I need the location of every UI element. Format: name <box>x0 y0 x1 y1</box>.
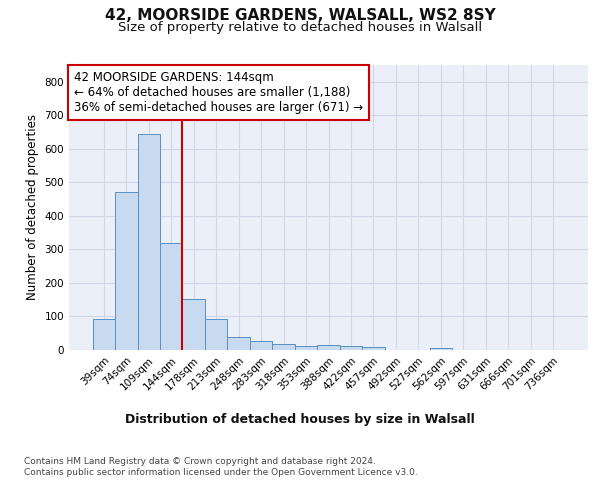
Bar <box>137 134 160 350</box>
Bar <box>272 344 295 350</box>
Bar <box>160 244 182 350</box>
Text: Size of property relative to detached houses in Walsall: Size of property relative to detached ho… <box>118 21 482 34</box>
Bar <box>92 319 115 350</box>
Text: Contains HM Land Registry data © Crown copyright and database right 2024.
Contai: Contains HM Land Registry data © Crown c… <box>24 458 418 477</box>
Bar <box>362 347 385 350</box>
Text: Distribution of detached houses by size in Walsall: Distribution of detached houses by size … <box>125 412 475 426</box>
Bar <box>250 340 272 350</box>
Bar <box>430 348 452 350</box>
Bar <box>340 346 362 350</box>
Text: 42 MOORSIDE GARDENS: 144sqm
← 64% of detached houses are smaller (1,188)
36% of : 42 MOORSIDE GARDENS: 144sqm ← 64% of det… <box>74 70 364 114</box>
Bar <box>205 319 227 350</box>
Y-axis label: Number of detached properties: Number of detached properties <box>26 114 39 300</box>
Text: 42, MOORSIDE GARDENS, WALSALL, WS2 8SY: 42, MOORSIDE GARDENS, WALSALL, WS2 8SY <box>104 8 496 22</box>
Bar <box>227 336 250 350</box>
Bar <box>317 344 340 350</box>
Bar <box>295 346 317 350</box>
Bar <box>182 298 205 350</box>
Bar <box>115 192 137 350</box>
